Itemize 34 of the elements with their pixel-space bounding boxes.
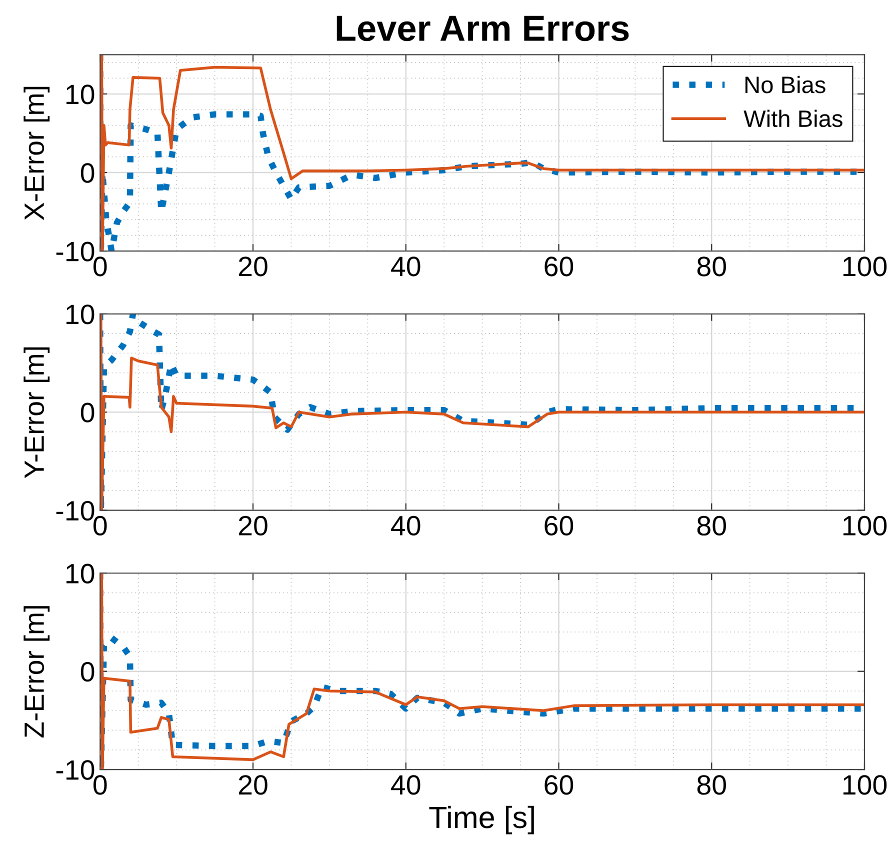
x-tick-label: 60 [544, 516, 574, 536]
x-tick-label: 100 [843, 775, 887, 795]
x-tick-label: 80 [697, 516, 726, 536]
y-axis-title: Z-Error [m] [24, 606, 50, 738]
y-tick-label: -10 [56, 760, 94, 780]
legend-label: With Bias [744, 110, 842, 128]
x-tick-label: 60 [544, 775, 574, 795]
x-tick-label: 20 [238, 775, 268, 795]
x-tick-label: 0 [93, 256, 107, 276]
y-tick-label: 0 [80, 662, 94, 682]
y-tick-label: -10 [56, 500, 94, 521]
x-tick-label: 100 [843, 256, 887, 276]
x-tick-label: 40 [391, 516, 420, 536]
x-tick-label: 40 [391, 775, 420, 795]
y-tick-label: 0 [80, 163, 94, 183]
x-tick-label: 80 [697, 775, 726, 795]
y-tick-label: -10 [56, 242, 94, 262]
x-tick-label: 20 [238, 256, 268, 276]
y-tick-label: 10 [66, 304, 94, 324]
x-tick-label: 100 [843, 516, 887, 536]
y-axis-title: X-Error [m] [24, 86, 50, 220]
legend-label: No Bias [745, 76, 826, 94]
x-tick-label: 0 [93, 775, 107, 795]
y-axis-title: Y-Error [m] [24, 347, 50, 478]
x-tick-label: 20 [238, 516, 268, 536]
y-tick-label: 10 [66, 84, 94, 104]
y-tick-label: 0 [80, 402, 94, 422]
x-tick-label: 60 [544, 256, 574, 276]
x-tick-label: 80 [697, 256, 726, 276]
y-tick-label: 10 [66, 564, 94, 584]
x-tick-label: 40 [391, 256, 420, 276]
x-tick-label: 0 [93, 516, 107, 536]
chart-title: Lever Arm Errors [336, 16, 629, 42]
x-axis-title: Time [s] [429, 806, 534, 834]
